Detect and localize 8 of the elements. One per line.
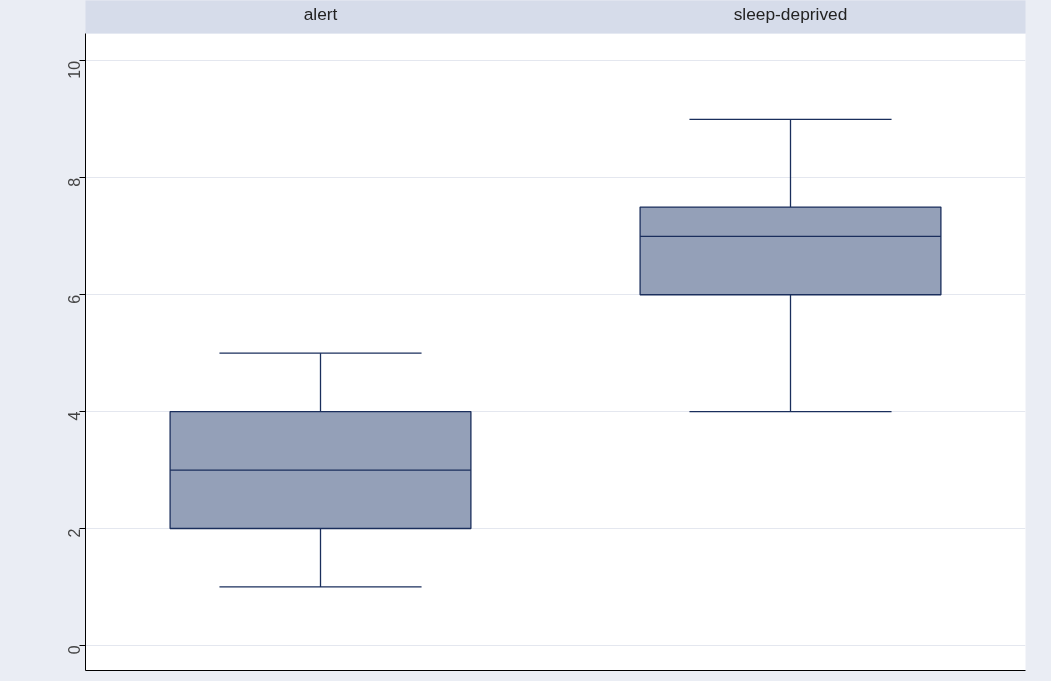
y-tick-label: 6 [66, 294, 84, 304]
x-tick-label: alert [303, 3, 338, 24]
y-tick-label: 0 [66, 645, 84, 655]
y-tick-label: 4 [66, 411, 84, 421]
y-tick-label: 2 [66, 528, 84, 538]
y-tick-label: 10 [66, 60, 84, 79]
y-tick-label: 8 [66, 177, 84, 187]
x-tick-label: sleep-deprived [733, 3, 848, 24]
